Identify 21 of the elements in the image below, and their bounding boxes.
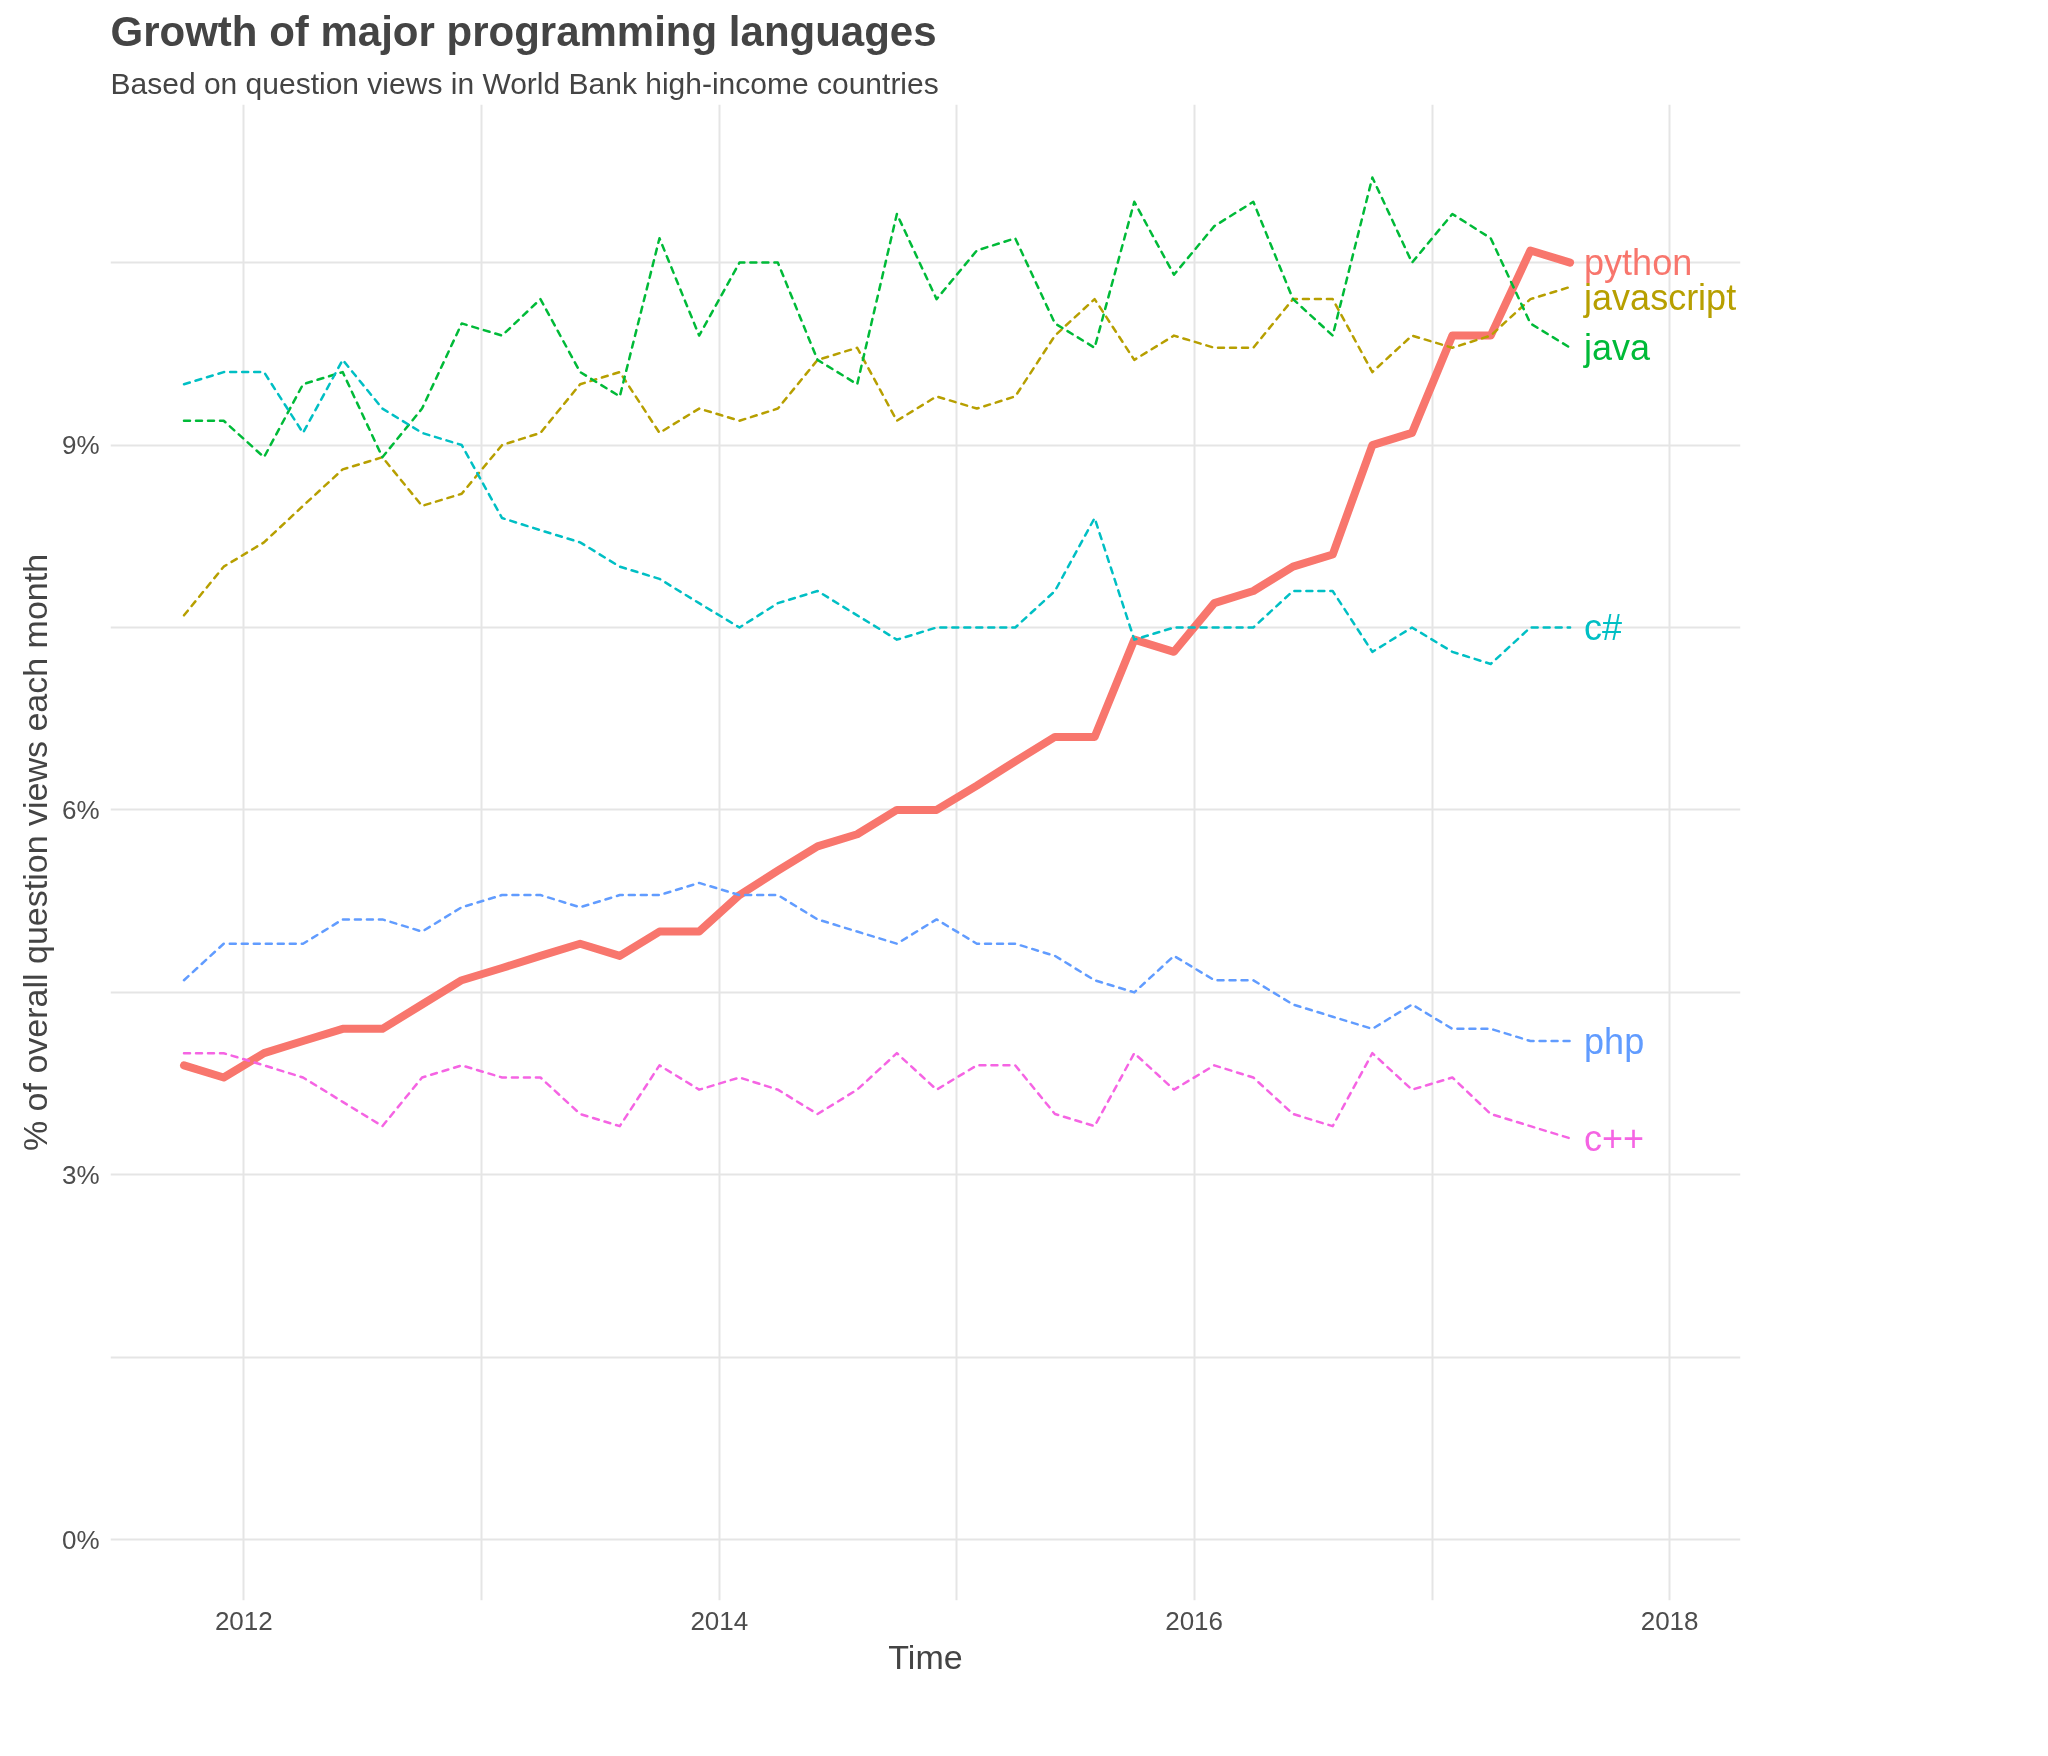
series-label: php — [1584, 1020, 1645, 1062]
chart-title: Growth of major programming languages — [110, 7, 937, 55]
line-series — [182, 881, 1572, 1043]
line-series — [182, 1051, 1572, 1140]
y-axis-title: % of overall question views each month — [15, 553, 54, 1152]
y-tick-label: 9% — [61, 430, 100, 461]
x-tick-label: 2012 — [214, 1605, 273, 1636]
x-axis-title: Time — [888, 1637, 963, 1676]
x-tick-label: 2014 — [690, 1605, 749, 1636]
line-series — [182, 358, 1572, 666]
x-tick-label: 2018 — [1640, 1605, 1699, 1636]
series-label: c# — [1584, 606, 1623, 648]
y-tick-label: 6% — [61, 794, 100, 825]
y-tick-label: 0% — [61, 1524, 100, 1555]
line-series — [182, 176, 1572, 459]
y-tick-label: 3% — [61, 1159, 100, 1190]
line-series — [182, 285, 1572, 617]
series-label: java — [1583, 327, 1652, 369]
series-label: c++ — [1584, 1117, 1645, 1159]
chart-subtitle: Based on question views in World Bank high-income countries — [110, 66, 939, 100]
x-tick-label: 2016 — [1165, 1605, 1224, 1636]
